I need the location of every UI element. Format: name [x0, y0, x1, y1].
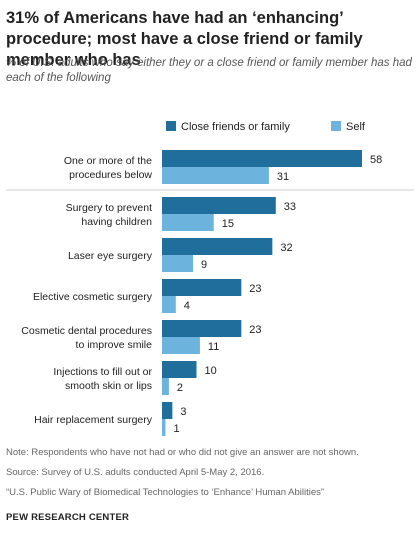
data-label: 15 [222, 218, 234, 230]
bar-self [162, 378, 169, 395]
data-label: 3 [180, 406, 186, 418]
note-text: Note: Respondents who have not had or wh… [6, 447, 359, 458]
data-label: 31 [277, 171, 289, 183]
category-label: One or more of the [64, 155, 152, 167]
bar-close [162, 320, 242, 337]
data-label: 1 [173, 423, 179, 435]
data-label: 4 [184, 300, 190, 312]
data-label: 9 [201, 259, 207, 271]
bar-close [162, 150, 362, 167]
bar-self [162, 337, 200, 354]
bar-close [162, 402, 173, 419]
category-label: Injections to fill out or [53, 366, 152, 378]
data-label: 23 [249, 283, 261, 295]
bar-self [162, 255, 194, 272]
bar-self [162, 419, 166, 436]
category-label: procedures below [69, 169, 152, 181]
category-label: smooth skin or lips [65, 380, 152, 392]
data-label: 10 [204, 365, 216, 377]
data-label: 33 [284, 201, 296, 213]
data-label: 11 [208, 341, 219, 353]
legend-swatch-1 [331, 121, 341, 131]
data-label: 32 [280, 242, 292, 254]
data-label: 58 [370, 154, 382, 166]
legend-label-0: Close friends or family [181, 121, 290, 133]
chart-subtitle: % of U.S. adults who say either they or … [6, 57, 412, 84]
data-label: 2 [177, 382, 183, 394]
report-title: “U.S. Public Wary of Biomedical Technolo… [6, 487, 325, 498]
source-text: Source: Survey of U.S. adults conducted … [6, 467, 265, 478]
category-label: Surgery to prevent [66, 202, 152, 214]
bar-close [162, 238, 273, 255]
bar-self [162, 296, 176, 313]
bar-self [162, 167, 269, 184]
bar-chart: Close friends or family Self One or more o… [6, 121, 414, 436]
pew-logo-text: PEW RESEARCH CENTER [6, 512, 130, 523]
category-label: to improve smile [76, 339, 153, 351]
bar-close [162, 197, 276, 214]
chart-title: 31% of Americans have had an ‘enhancing’… [6, 9, 363, 69]
notes-block: Note: Respondents who have not had or wh… [6, 446, 416, 506]
bar-close [162, 279, 242, 296]
data-label: 23 [249, 324, 261, 336]
bar-close [162, 361, 197, 378]
category-label: Elective cosmetic surgery [33, 291, 153, 303]
category-label: having children [81, 216, 152, 228]
category-label: Hair replacement surgery [34, 414, 153, 426]
category-label: Laser eye surgery [68, 250, 153, 262]
legend-label-1: Self [346, 121, 366, 133]
category-label: Cosmetic dental procedures [21, 325, 152, 337]
legend-swatch-0 [166, 121, 176, 131]
bar-self [162, 214, 214, 231]
